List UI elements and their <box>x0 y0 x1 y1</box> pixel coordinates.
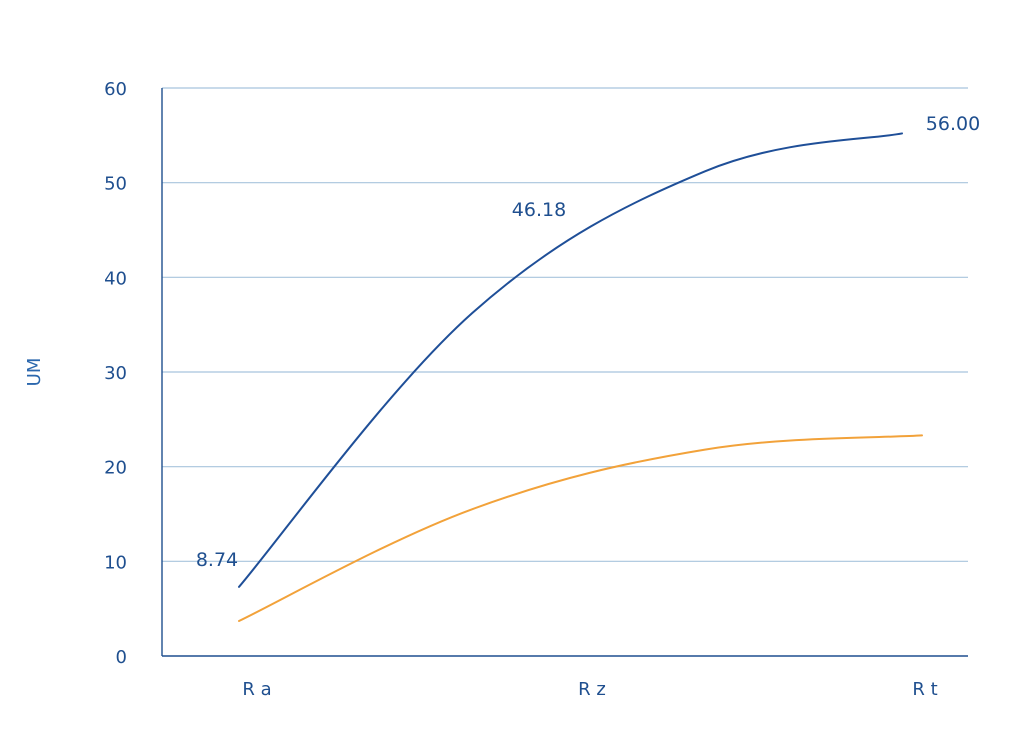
x-tick-label: R a <box>242 679 271 700</box>
series-line-1 <box>238 132 903 588</box>
y-axis-title: UM <box>24 358 45 387</box>
y-tick-label: 60 <box>104 79 127 100</box>
grid-lines <box>162 87 968 562</box>
x-tick-label: R t <box>912 679 937 700</box>
data-label: 56.00 <box>926 113 980 135</box>
y-tick-labels: 0 10 20 30 40 50 60 <box>104 79 127 668</box>
series-lines <box>238 132 923 622</box>
y-tick-label: 10 <box>104 552 127 573</box>
y-tick-label: 50 <box>104 174 127 195</box>
y-tick-label: 40 <box>104 268 127 289</box>
axes <box>161 88 968 657</box>
series-line-2 <box>238 434 923 622</box>
data-labels: 8.74 46.18 56.00 <box>196 113 980 571</box>
y-tick-label: 0 <box>116 647 127 668</box>
data-label: 46.18 <box>512 199 566 221</box>
y-tick-label: 30 <box>104 363 127 384</box>
x-tick-label: R z <box>578 679 606 700</box>
data-label: 8.74 <box>196 549 238 571</box>
y-tick-label: 20 <box>104 458 127 479</box>
